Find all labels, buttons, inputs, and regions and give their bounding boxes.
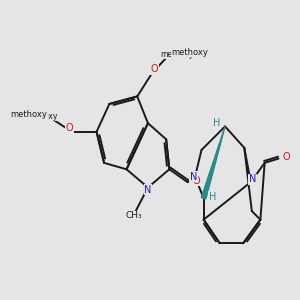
Text: methoxy: methoxy (160, 50, 194, 59)
Text: N: N (190, 172, 197, 182)
Text: O: O (66, 123, 73, 133)
Text: O: O (192, 176, 200, 186)
Text: methoxy: methoxy (24, 112, 58, 121)
Text: CH₃: CH₃ (126, 211, 142, 220)
Text: H: H (213, 118, 220, 128)
Text: O: O (151, 64, 158, 74)
Text: H: H (209, 192, 216, 202)
Polygon shape (201, 126, 225, 199)
Text: N: N (144, 185, 152, 195)
Text: O: O (282, 152, 290, 162)
Text: N: N (249, 174, 256, 184)
Text: methoxy: methoxy (171, 48, 208, 57)
Text: methoxy: methoxy (11, 110, 47, 119)
